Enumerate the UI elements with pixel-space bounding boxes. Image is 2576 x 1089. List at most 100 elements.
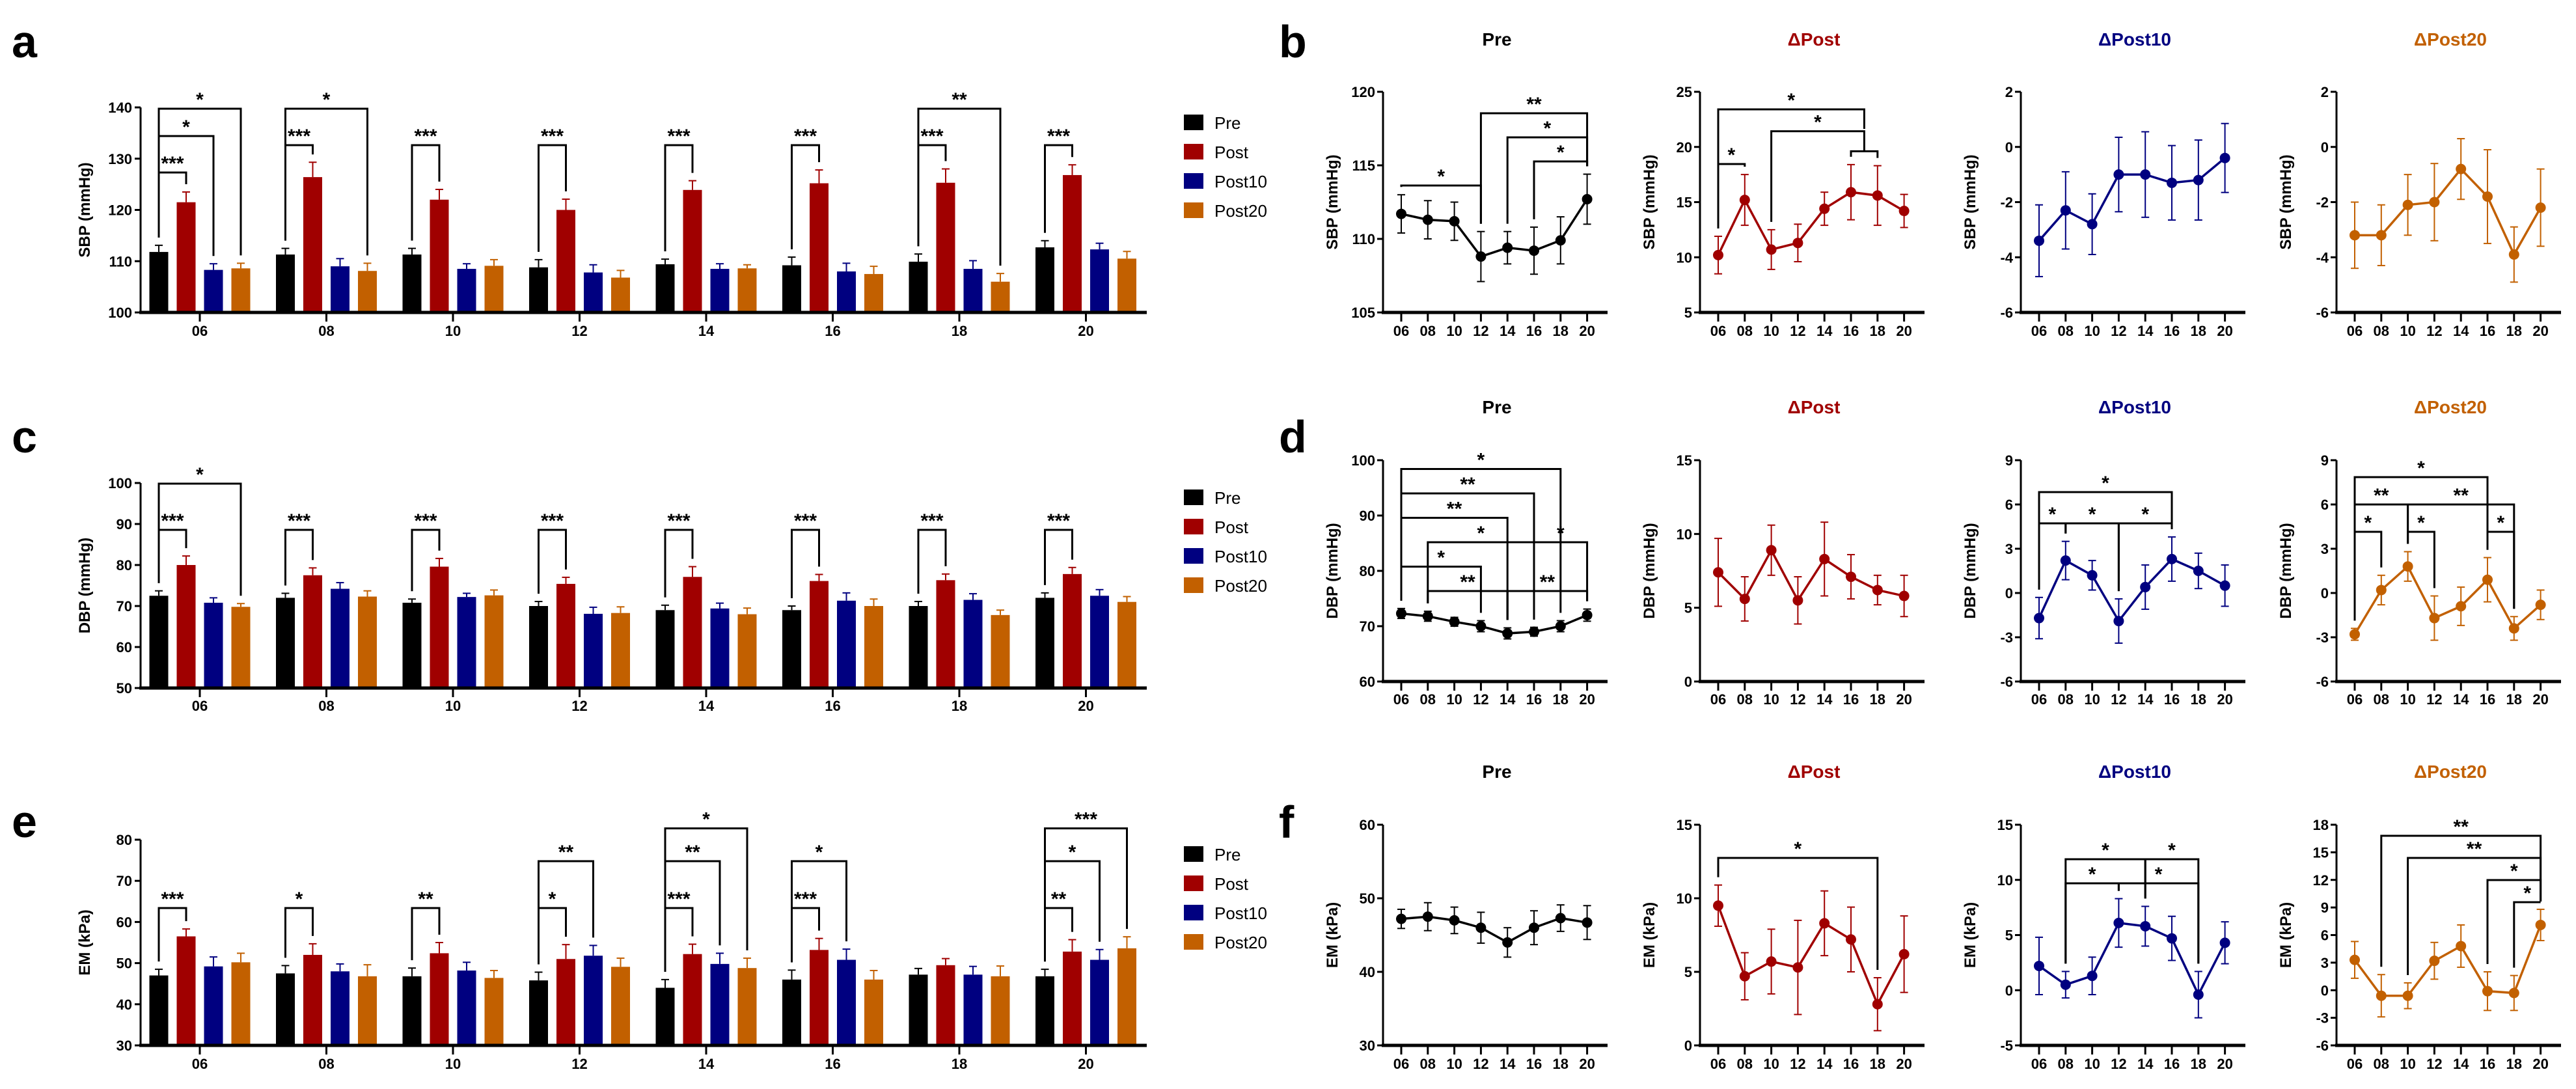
- y-tick-label: 6: [2321, 497, 2329, 513]
- significance-bracket: [538, 529, 567, 594]
- y-tick-label: 9: [2005, 452, 2013, 469]
- significance-bracket: [2486, 531, 2515, 609]
- data-point: [2429, 613, 2440, 624]
- data-point: [1529, 626, 1539, 637]
- bar-Post10: [710, 608, 730, 688]
- x-tick-label: 08: [1420, 691, 1436, 708]
- data-point: [2140, 920, 2151, 931]
- bar-Pre: [782, 979, 801, 1045]
- x-tick-label: 18: [1553, 691, 1569, 708]
- significance-bracket: [2064, 882, 2120, 964]
- data-point: [2429, 956, 2440, 967]
- x-tick-label: 08: [1420, 323, 1436, 339]
- data-point: [2429, 197, 2440, 208]
- legend-swatch-Post20: [1184, 577, 1203, 593]
- y-tick-label: 5: [1684, 964, 1692, 980]
- y-tick-label: -3: [2316, 1010, 2329, 1027]
- x-tick-label: 20: [1078, 698, 1093, 714]
- y-tick-label: -4: [2316, 249, 2329, 266]
- x-tick-label: 16: [1843, 323, 1859, 339]
- bar-Post: [556, 583, 575, 688]
- significance-label: *: [2102, 840, 2109, 861]
- bar-Post20: [358, 271, 377, 312]
- y-tick-label: 15: [1677, 817, 1692, 833]
- data-point: [1898, 948, 1910, 959]
- data-point: [2219, 937, 2230, 948]
- legend-label: Post10: [1214, 172, 1267, 191]
- significance-bracket: [538, 144, 567, 252]
- x-tick-label: 06: [2031, 1056, 2047, 1072]
- x-tick-label: 06: [2347, 691, 2363, 708]
- y-axis-label: SBP (mmHg): [2277, 154, 2295, 249]
- significance-label: *: [2168, 840, 2176, 861]
- data-point: [1449, 616, 1460, 627]
- bar-Post10: [1090, 596, 1109, 688]
- bar-Pre: [149, 252, 169, 312]
- significance-label: *: [1544, 118, 1552, 139]
- significance-label: *: [196, 89, 204, 111]
- panel-title: ΔPost: [1788, 762, 1841, 782]
- significance-bracket: [1427, 590, 1509, 620]
- bar-Post10: [457, 269, 476, 312]
- data-point: [2167, 553, 2177, 564]
- x-tick-label: 06: [2031, 323, 2047, 339]
- significance-bracket: [917, 529, 947, 594]
- y-axis-label: EM (kPa): [2277, 902, 2295, 968]
- y-axis-label: EM (kPa): [1641, 902, 1658, 968]
- bar-Post20: [1117, 601, 1136, 688]
- x-tick-label: 12: [2426, 1056, 2442, 1072]
- y-tick-label: 20: [1677, 139, 1692, 156]
- data-point: [2219, 152, 2230, 163]
- bar-Post: [303, 575, 322, 688]
- x-tick-label: 14: [1816, 323, 1833, 339]
- panel-b-ΔPost10: ΔPost10 SBP (mmHg) -6 -4 -2 0 2 06 08 10 12 14 16 18 2…: [1962, 29, 2245, 339]
- data-point: [2402, 990, 2413, 1001]
- bar-Post20: [991, 614, 1010, 688]
- y-tick-label: -6: [2316, 674, 2329, 690]
- y-tick-label: 6: [2321, 928, 2329, 944]
- x-tick-label: 16: [1526, 1056, 1542, 1072]
- significance-bracket: [1400, 492, 1535, 620]
- significance-label: ***: [920, 510, 943, 532]
- bar-Post20: [358, 976, 377, 1045]
- significance-label: ***: [161, 510, 184, 532]
- bar-Post10: [963, 600, 983, 688]
- x-tick-label: 08: [1737, 691, 1753, 708]
- x-tick-label: 16: [2480, 1056, 2495, 1072]
- bar-Post10: [204, 269, 223, 312]
- data-point: [2219, 580, 2230, 591]
- bar-Pre: [782, 610, 801, 688]
- data-point: [1846, 187, 1856, 198]
- bar-Post: [303, 954, 322, 1045]
- x-tick-label: 14: [2137, 691, 2154, 708]
- legend-label: Post: [1214, 143, 1249, 162]
- data-point: [1502, 937, 1513, 948]
- significance-label: *: [1557, 142, 1565, 163]
- x-tick-label: 12: [571, 698, 587, 714]
- data-point: [1529, 245, 1539, 256]
- x-tick-label: 10: [445, 1056, 461, 1072]
- x-tick-label: 16: [2164, 1056, 2180, 1072]
- bar-Post20: [737, 614, 757, 688]
- x-tick-label: 20: [2532, 1056, 2548, 1072]
- legend-label: Post: [1214, 517, 1249, 537]
- bar-Post: [683, 577, 702, 688]
- data-point: [2535, 600, 2546, 611]
- legend-swatch-Pre: [1184, 846, 1203, 862]
- bar-Post20: [484, 595, 504, 688]
- significance-label: ***: [794, 510, 817, 532]
- x-tick-label: 18: [2191, 691, 2206, 708]
- bar-Post: [1063, 174, 1082, 312]
- x-tick-label: 18: [1870, 1056, 1885, 1072]
- x-tick-label: 12: [2426, 691, 2442, 708]
- bar-Pre: [1035, 247, 1054, 312]
- y-tick-label: -5: [2000, 1038, 2013, 1054]
- x-tick-label: 18: [2191, 323, 2206, 339]
- x-tick-label: 16: [825, 698, 840, 714]
- bar-Pre: [276, 973, 295, 1045]
- y-tick-label: 30: [1360, 1038, 1375, 1054]
- x-tick-label: 08: [1420, 1056, 1436, 1072]
- bar-Post10: [710, 269, 730, 312]
- data-point: [1898, 590, 1910, 601]
- x-tick-label: 14: [1500, 691, 1516, 708]
